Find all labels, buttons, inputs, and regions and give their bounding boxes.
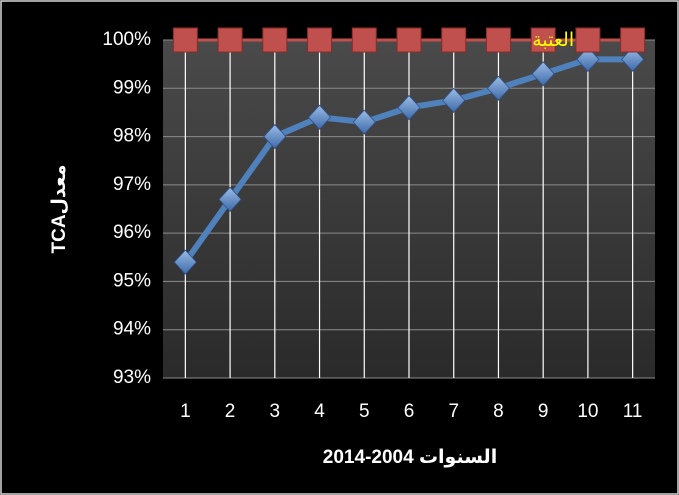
point-marker: [351, 27, 377, 53]
y-tick-label: 96%: [113, 222, 151, 243]
point-marker: [441, 27, 467, 53]
y-axis-title: معدلTCA: [49, 164, 70, 253]
point-marker: [263, 123, 287, 150]
point-marker: [173, 249, 197, 275]
point-marker: [218, 186, 242, 212]
x-tick-label: 10: [577, 401, 598, 422]
point-marker: [530, 27, 556, 53]
y-tick-label: 97%: [113, 174, 151, 195]
point-marker: [352, 109, 376, 135]
point-marker: [307, 27, 333, 53]
y-tick-label: 93%: [113, 367, 151, 388]
point-marker: [262, 27, 288, 53]
x-axis-title: السنوات 2004-2014: [323, 447, 497, 468]
series-label: العتبة: [532, 30, 574, 51]
point-marker: [442, 87, 466, 113]
y-tick-label: 99%: [113, 77, 151, 98]
x-tick-label: 11: [623, 401, 643, 422]
x-tick-label: 6: [404, 401, 415, 422]
point-marker: [620, 27, 646, 53]
point-marker: [396, 27, 422, 53]
point-marker: [485, 27, 511, 53]
point-marker: [217, 27, 243, 53]
y-tick-label: 94%: [113, 319, 151, 340]
point-marker: [172, 27, 198, 53]
point-marker: [575, 27, 601, 53]
x-tick-label: 4: [314, 401, 325, 422]
x-tick-label: 2: [225, 401, 236, 422]
x-tick-label: 9: [538, 401, 549, 422]
point-marker: [531, 61, 555, 87]
point-marker: [576, 46, 600, 72]
x-tick-label: 8: [493, 401, 504, 422]
x-tick-label: 3: [270, 401, 281, 422]
y-tick-label: 100%: [102, 29, 151, 50]
y-tick-label: 98%: [113, 126, 151, 147]
x-tick-label: 7: [448, 401, 459, 422]
x-tick-label: 1: [180, 401, 191, 422]
y-tick-label: 95%: [113, 270, 151, 291]
point-marker: [397, 95, 421, 121]
point-marker: [308, 104, 332, 130]
x-tick-label: 5: [359, 401, 370, 422]
point-marker: [486, 75, 510, 101]
point-marker: [621, 46, 645, 72]
